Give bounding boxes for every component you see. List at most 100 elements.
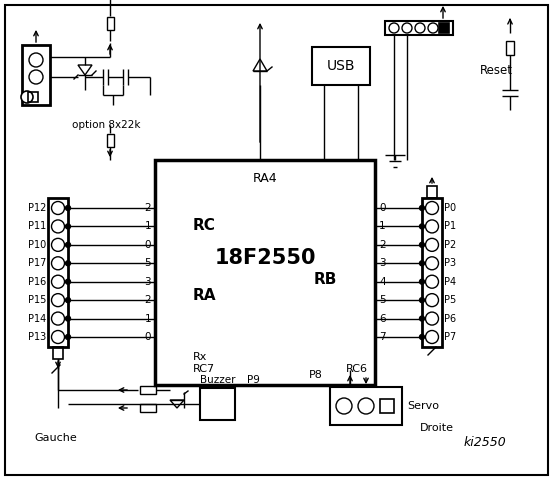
Text: 1: 1 xyxy=(379,221,385,231)
Text: 1: 1 xyxy=(144,313,151,324)
Text: Rx: Rx xyxy=(193,352,207,362)
Circle shape xyxy=(51,202,65,215)
Text: P14: P14 xyxy=(28,313,46,324)
Circle shape xyxy=(425,239,439,252)
Circle shape xyxy=(29,70,43,84)
Bar xyxy=(380,399,394,413)
Text: RC: RC xyxy=(193,217,216,232)
Circle shape xyxy=(425,257,439,270)
Circle shape xyxy=(358,398,374,414)
Text: P10: P10 xyxy=(28,240,46,250)
Text: Droite: Droite xyxy=(420,423,454,433)
Text: 5: 5 xyxy=(379,295,385,305)
Text: 2: 2 xyxy=(379,240,385,250)
Text: Gauche: Gauche xyxy=(35,433,77,443)
Bar xyxy=(200,388,235,420)
Text: P8: P8 xyxy=(309,370,323,380)
Circle shape xyxy=(420,279,425,284)
Text: RA: RA xyxy=(193,288,217,302)
Circle shape xyxy=(420,298,425,303)
Text: P11: P11 xyxy=(28,221,46,231)
Text: P15: P15 xyxy=(28,295,46,305)
Bar xyxy=(140,386,156,394)
Circle shape xyxy=(65,242,70,247)
Circle shape xyxy=(420,205,425,211)
Text: P6: P6 xyxy=(444,313,456,324)
Circle shape xyxy=(65,298,70,303)
Text: 3: 3 xyxy=(379,258,385,268)
Text: option 8x22k: option 8x22k xyxy=(72,120,140,130)
Circle shape xyxy=(420,261,425,266)
Bar xyxy=(107,133,113,146)
Text: 0: 0 xyxy=(144,240,151,250)
Text: 2: 2 xyxy=(144,295,151,305)
Text: RA4: RA4 xyxy=(253,171,277,184)
Circle shape xyxy=(420,316,425,321)
Text: P0: P0 xyxy=(444,203,456,213)
Bar xyxy=(28,92,38,102)
Text: 4: 4 xyxy=(379,276,385,287)
Bar xyxy=(107,16,113,29)
Circle shape xyxy=(51,257,65,270)
Circle shape xyxy=(389,23,399,33)
Circle shape xyxy=(65,316,70,321)
Text: 3: 3 xyxy=(144,276,151,287)
Circle shape xyxy=(65,261,70,266)
Circle shape xyxy=(65,205,70,211)
Circle shape xyxy=(51,239,65,252)
Circle shape xyxy=(336,398,352,414)
Text: RC7: RC7 xyxy=(193,364,215,374)
Text: P17: P17 xyxy=(28,258,46,268)
Text: P12: P12 xyxy=(28,203,46,213)
Bar xyxy=(385,21,453,35)
Bar xyxy=(330,387,402,425)
Circle shape xyxy=(425,202,439,215)
Bar xyxy=(506,41,514,55)
Text: P7: P7 xyxy=(444,332,456,342)
Text: P2: P2 xyxy=(444,240,456,250)
Bar xyxy=(427,186,437,198)
Text: Reset: Reset xyxy=(480,63,513,76)
Circle shape xyxy=(65,335,70,339)
Circle shape xyxy=(415,23,425,33)
Text: 0: 0 xyxy=(144,332,151,342)
Circle shape xyxy=(51,220,65,233)
Text: 0: 0 xyxy=(379,203,385,213)
Bar xyxy=(140,404,156,412)
Text: P4: P4 xyxy=(444,276,456,287)
Text: P5: P5 xyxy=(444,295,456,305)
Text: 2: 2 xyxy=(144,203,151,213)
Circle shape xyxy=(425,220,439,233)
Circle shape xyxy=(425,312,439,325)
Circle shape xyxy=(425,294,439,307)
Text: ki2550: ki2550 xyxy=(463,435,507,448)
Text: 7: 7 xyxy=(379,332,385,342)
Bar xyxy=(155,160,375,385)
Circle shape xyxy=(428,23,438,33)
Text: P1: P1 xyxy=(444,221,456,231)
Bar xyxy=(312,47,370,85)
Text: USB: USB xyxy=(327,59,355,73)
Text: RB: RB xyxy=(314,273,337,288)
Circle shape xyxy=(420,242,425,247)
Bar xyxy=(53,347,63,359)
Text: Buzzer: Buzzer xyxy=(200,375,235,385)
Circle shape xyxy=(51,312,65,325)
Text: P9: P9 xyxy=(247,375,259,385)
Bar xyxy=(22,45,50,105)
Circle shape xyxy=(51,331,65,344)
Bar xyxy=(48,198,68,347)
Circle shape xyxy=(402,23,412,33)
Circle shape xyxy=(420,224,425,229)
Circle shape xyxy=(420,335,425,339)
Circle shape xyxy=(29,53,43,67)
Circle shape xyxy=(51,294,65,307)
Text: 18F2550: 18F2550 xyxy=(214,248,316,267)
Circle shape xyxy=(65,279,70,284)
Text: P3: P3 xyxy=(444,258,456,268)
Circle shape xyxy=(425,275,439,288)
Circle shape xyxy=(21,91,33,103)
Text: Servo: Servo xyxy=(407,401,439,411)
Text: P16: P16 xyxy=(28,276,46,287)
Text: RC6: RC6 xyxy=(346,364,368,374)
